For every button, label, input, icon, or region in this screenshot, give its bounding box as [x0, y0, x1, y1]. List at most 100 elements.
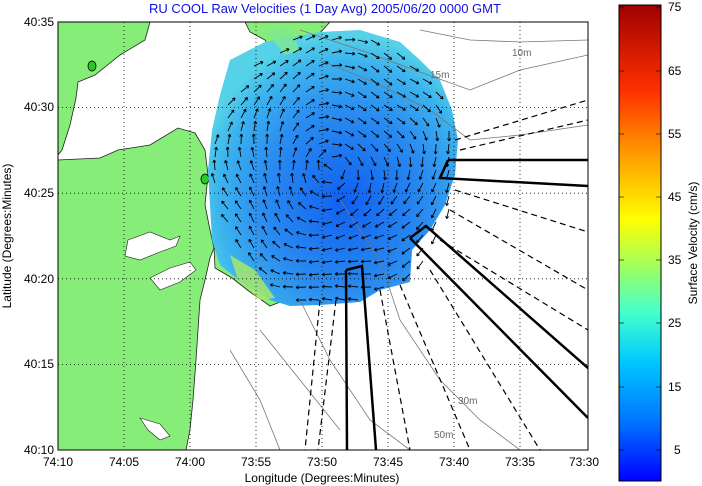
velocity-arrow	[406, 169, 411, 181]
velocity-arrow	[353, 182, 359, 193]
velocity-arrow	[351, 195, 359, 205]
velocity-arrow	[285, 214, 294, 223]
velocity-arrow	[422, 117, 430, 127]
velocity-arrow	[344, 51, 356, 56]
velocity-arrow	[335, 234, 346, 240]
velocity-arrow	[388, 221, 398, 228]
velocity-arrow	[266, 60, 277, 67]
velocity-arrow	[269, 283, 281, 288]
velocity-arrow	[370, 156, 377, 167]
velocity-arrow	[292, 109, 300, 119]
colorbar: 75 65 55 45 35 25 15 5 Surface Velocity …	[618, 0, 700, 482]
colorbar-tick: 65	[668, 64, 682, 78]
velocity-arrow	[409, 143, 415, 154]
velocity-arrow	[347, 247, 359, 252]
velocity-arrow	[344, 91, 355, 97]
velocity-arrow	[431, 182, 437, 193]
velocity-arrow	[295, 258, 307, 263]
velocity-arrow	[318, 139, 329, 145]
colorbar-tick: 75	[668, 0, 682, 14]
velocity-arrow	[275, 199, 281, 210]
velocity-arrow	[321, 260, 333, 265]
velocity-arrow	[396, 156, 402, 167]
velocity-arrow	[305, 136, 314, 145]
velocity-arrow	[435, 104, 443, 114]
velocity-arrow	[360, 285, 372, 290]
colorbar-tick: 25	[668, 316, 682, 330]
velocity-arrow	[272, 240, 281, 249]
radar-beams	[344, 158, 588, 450]
velocity-arrow	[422, 91, 432, 99]
velocity-arrow	[253, 96, 261, 106]
velocity-arrow	[308, 219, 320, 224]
y-tick-label: 40:35	[24, 15, 54, 29]
velocity-arrow	[344, 37, 356, 42]
velocity-arrow	[373, 260, 385, 265]
velocity-arrow	[260, 239, 268, 249]
velocity-arrow	[363, 208, 372, 217]
velocity-arrow	[422, 130, 428, 141]
velocity-arrow	[365, 195, 372, 206]
velocity-arrow	[248, 212, 255, 223]
velocity-arrow	[396, 65, 406, 73]
velocity-arrow	[445, 156, 450, 168]
station-marker	[200, 173, 210, 185]
velocity-arrow	[308, 260, 320, 264]
velocity-arrow	[261, 225, 268, 236]
x-tick-label: 73:40	[439, 455, 469, 469]
velocity-arrow	[383, 156, 390, 167]
velocity-arrow	[394, 169, 399, 181]
velocity-arrow	[227, 97, 236, 106]
velocity-arrow	[401, 247, 411, 255]
velocity-arrow	[214, 134, 220, 145]
velocity-arrow	[295, 272, 307, 277]
velocity-arrow	[284, 228, 294, 236]
velocity-arrow	[430, 208, 437, 219]
velocity-arrow	[409, 91, 420, 98]
velocity-arrow	[331, 104, 343, 109]
velocity-arrow	[235, 226, 242, 236]
velocity-arrow	[222, 173, 229, 184]
depth-label: 15m	[430, 70, 449, 81]
x-tick-label: 74:10	[43, 455, 73, 469]
velocity-arrow	[240, 108, 247, 119]
velocity-arrow	[273, 226, 281, 236]
velocity-arrow	[318, 88, 330, 93]
velocity-arrow	[331, 90, 343, 95]
velocity-arrow	[290, 172, 295, 184]
y-tick-label: 40:15	[24, 357, 54, 371]
velocity-arrow	[292, 122, 300, 132]
velocity-arrow	[276, 185, 281, 197]
velocity-arrow	[282, 284, 294, 289]
velocity-arrow	[262, 199, 268, 210]
velocity-arrow	[344, 104, 355, 111]
velocity-arrow	[297, 202, 307, 210]
velocity-arrow	[422, 143, 426, 155]
velocity-arrow	[331, 143, 343, 147]
velocity-arrow	[370, 78, 380, 86]
velocity-arrow	[401, 260, 411, 268]
velocity-arrow	[370, 143, 379, 152]
velocity-arrow	[383, 169, 387, 181]
velocity-arrow	[279, 133, 284, 145]
velocity-arrow	[308, 246, 320, 251]
velocity-arrow	[402, 208, 411, 217]
velocity-arrow	[357, 130, 367, 138]
velocity-arrow	[344, 156, 352, 166]
velocity-arrow	[265, 133, 270, 145]
velocity-arrow	[418, 169, 424, 180]
velocity-arrow	[347, 259, 359, 264]
velocity-arrow	[292, 35, 303, 41]
velocity-arrow	[227, 109, 235, 119]
velocity-arrow	[390, 195, 398, 205]
velocity-arrow	[392, 182, 398, 193]
velocity-arrow	[305, 112, 315, 119]
velocity-arrow	[349, 221, 359, 228]
velocity-arrow	[404, 182, 411, 193]
high-velocity-patch	[265, 28, 300, 55]
velocity-arrow	[249, 173, 255, 184]
velocity-arrow	[401, 234, 411, 242]
velocity-arrow	[347, 284, 359, 289]
velocity-arrow	[396, 130, 405, 139]
